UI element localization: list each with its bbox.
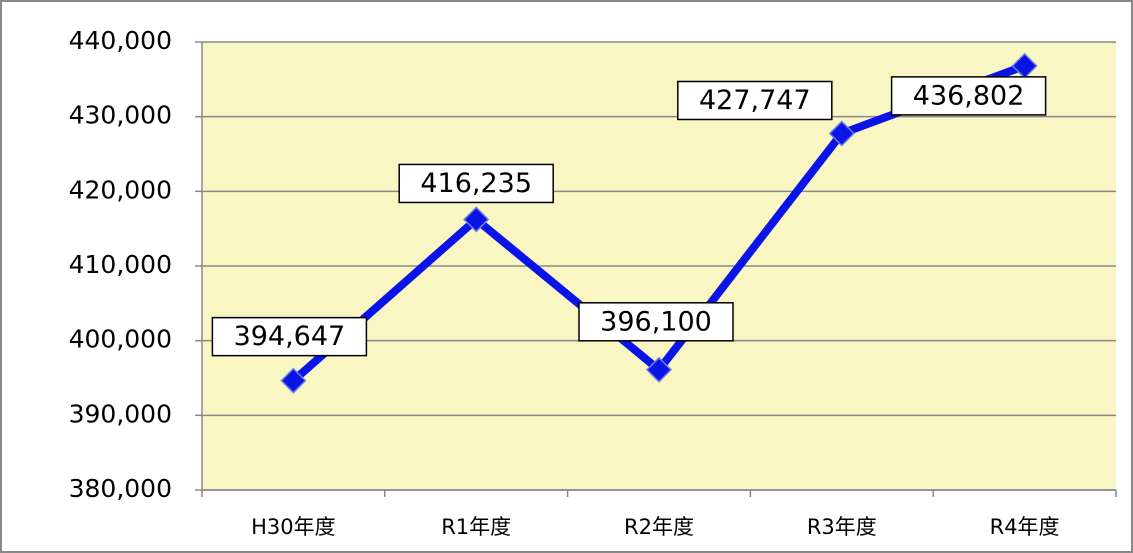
data-label: 436,802	[913, 80, 1025, 111]
data-label: 394,647	[234, 321, 346, 352]
x-tick-label: R4年度	[990, 515, 1060, 539]
data-label-box	[211, 316, 368, 357]
marker	[828, 120, 855, 147]
y-tick-label: 410,000	[69, 250, 172, 279]
y-tick-label: 400,000	[69, 325, 172, 354]
marker	[280, 367, 307, 394]
data-label-box	[677, 80, 833, 121]
marker	[645, 356, 673, 383]
x-tick-label: R2年度	[624, 515, 694, 539]
x-tick-label: H30年度	[251, 515, 336, 539]
y-tick-label: 380,000	[69, 474, 172, 503]
y-tick-label: 440,000	[69, 26, 172, 55]
marker	[463, 206, 490, 233]
data-label-box	[578, 302, 734, 342]
data-label: 396,100	[600, 306, 712, 337]
y-tick-label: 390,000	[69, 399, 172, 428]
data-label: 427,747	[699, 85, 811, 116]
x-tick-label: R1年度	[441, 515, 511, 539]
y-tick-label: 420,000	[69, 175, 172, 204]
x-tick-label: R3年度	[807, 515, 877, 539]
data-label-box	[890, 76, 1047, 116]
y-tick-label: 430,000	[69, 101, 172, 130]
data-label: 416,235	[420, 168, 532, 199]
data-label-box	[398, 163, 554, 204]
